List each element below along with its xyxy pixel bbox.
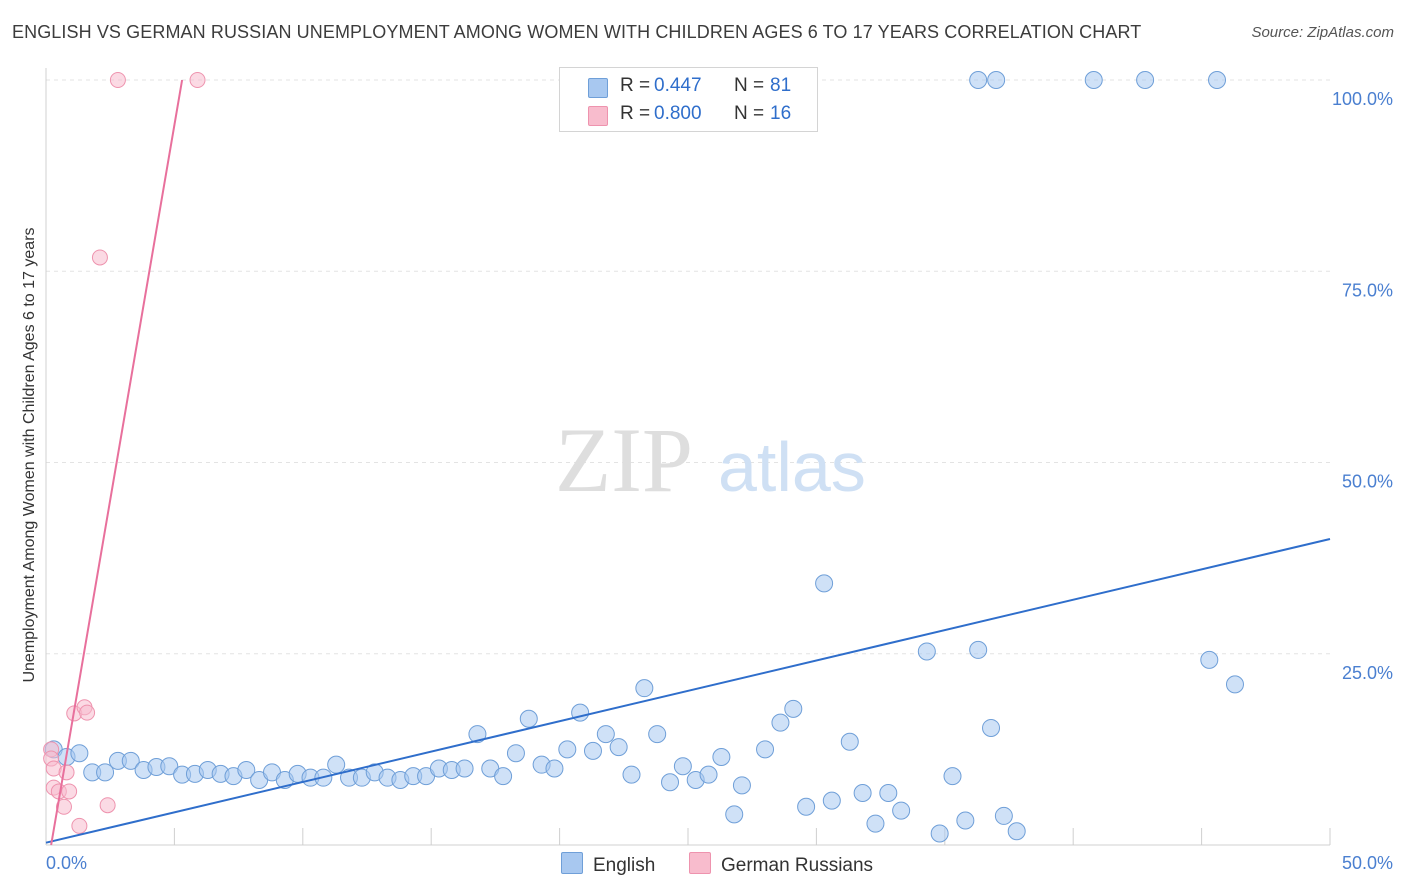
english-point — [969, 71, 988, 89]
watermark-zip: ZIP — [555, 409, 693, 511]
english-point — [712, 748, 731, 767]
y-tick-label: 75.0% — [1342, 280, 1393, 300]
english-trend-line — [45, 538, 1331, 844]
english-n-label: N = — [734, 75, 765, 96]
english-point — [756, 740, 775, 759]
bottom-english-swatch — [561, 852, 583, 874]
english-point — [70, 744, 89, 763]
german-russians-point — [91, 249, 108, 266]
correlation-legend: R = 0.447 N = 81 R = 0.800 N = 16 — [559, 67, 818, 132]
english-point — [596, 725, 615, 744]
german-russians-r-value: 0.800 — [654, 103, 702, 124]
english-point — [815, 574, 834, 593]
german-russians-swatch — [588, 106, 608, 126]
english-point — [622, 765, 641, 784]
english-point — [455, 759, 474, 778]
english-point — [840, 732, 859, 751]
english-point — [506, 744, 525, 763]
english-point — [1084, 71, 1103, 89]
english-point — [558, 740, 577, 759]
y-axis-label: Unemployment Among Women with Children A… — [21, 227, 38, 683]
x-tick-label: 50.0% — [1342, 853, 1393, 873]
english-point — [822, 791, 841, 810]
english-point — [609, 738, 628, 757]
german-russians-r-label: R = — [620, 103, 651, 124]
english-point — [96, 763, 115, 782]
bottom-english-label: English — [593, 855, 656, 876]
english-point — [956, 811, 975, 830]
german-russians-point — [99, 797, 116, 814]
german-russians-point — [189, 72, 206, 88]
english-point — [468, 725, 487, 744]
german-russians-n-value: 16 — [770, 103, 792, 124]
y-tick-label: 25.0% — [1342, 663, 1393, 683]
german-russians-point — [61, 783, 78, 800]
english-point — [1136, 71, 1155, 89]
english-point — [519, 709, 538, 728]
english-point — [121, 751, 140, 770]
watermark-atlas: atlas — [718, 428, 866, 506]
english-point — [661, 773, 680, 792]
english-r-label: R = — [620, 75, 651, 96]
german-russians-point — [58, 764, 75, 781]
english-point — [892, 801, 911, 820]
german-russians-point — [55, 798, 72, 815]
english-point — [725, 805, 744, 824]
english-n-value: 81 — [770, 75, 792, 96]
y-tick-label: 100.0% — [1332, 89, 1393, 109]
german-russians-trend-line — [50, 79, 184, 846]
english-point — [327, 755, 346, 774]
english-point — [771, 713, 790, 732]
english-point — [494, 767, 513, 786]
english-point — [866, 814, 885, 833]
english-point — [1200, 650, 1219, 669]
english-point — [237, 761, 256, 780]
english-point — [583, 741, 602, 760]
english-point — [917, 642, 936, 661]
english-swatch — [588, 78, 608, 98]
english-point — [732, 776, 751, 795]
english-point — [648, 725, 667, 744]
english-point — [969, 640, 988, 659]
english-point — [879, 783, 898, 802]
english-point — [930, 824, 949, 843]
watermark: ZIP atlas — [555, 409, 866, 511]
english-point — [1225, 675, 1244, 694]
english-point — [635, 679, 654, 698]
german-russians-point — [71, 817, 88, 834]
x-tick-label: 0.0% — [46, 853, 87, 873]
tick-labels: 25.0% 50.0% 75.0% 100.0% 0.0% 50.0% — [46, 89, 1393, 873]
chart-title: ENGLISH VS GERMAN RUSSIAN UNEMPLOYMENT A… — [12, 22, 1142, 42]
bottom-german-russians-label: German Russians — [721, 855, 874, 876]
german-russians-n-label: N = — [734, 103, 765, 124]
english-point — [545, 759, 564, 778]
y-tick-label: 50.0% — [1342, 472, 1393, 492]
chart-source: Source: ZipAtlas.com — [1251, 24, 1394, 41]
bottom-german-russians-swatch — [689, 852, 711, 874]
english-point — [797, 797, 816, 816]
english-point — [982, 718, 1001, 737]
english-point — [853, 783, 872, 802]
english-r-value: 0.447 — [654, 75, 702, 96]
english-point — [1208, 71, 1227, 89]
english-point — [994, 806, 1013, 825]
bottom-legend-english: English — [561, 852, 655, 877]
trend-lines — [45, 79, 1331, 846]
english-point — [160, 757, 179, 776]
english-point — [673, 757, 692, 776]
bottom-legend-german-russians: German Russians — [689, 852, 873, 877]
data-points — [43, 71, 1244, 843]
german-russians-point — [109, 72, 126, 88]
english-point — [784, 699, 803, 718]
english-point — [699, 765, 718, 784]
german-russians-point — [79, 704, 96, 721]
english-point — [987, 71, 1006, 89]
english-point — [1007, 822, 1026, 841]
english-point — [943, 767, 962, 786]
grid-lines — [46, 79, 1330, 655]
